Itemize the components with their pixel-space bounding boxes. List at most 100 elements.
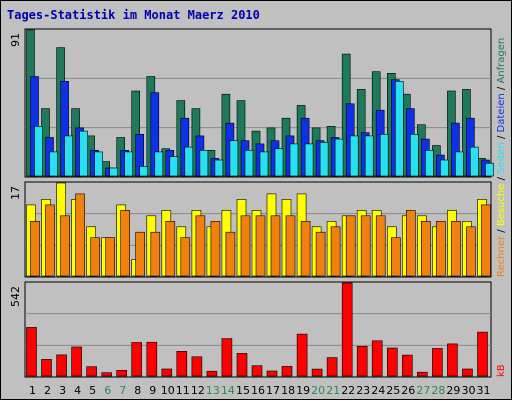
x-tick-label-30: 30 bbox=[462, 384, 476, 397]
x-tick-label-23: 23 bbox=[356, 384, 370, 397]
bar-requests-seiten-1 bbox=[34, 126, 43, 177]
bar-visits-rechner-28 bbox=[436, 221, 446, 277]
bar-requests-seiten-13 bbox=[214, 159, 224, 177]
ymax-label-visits: 17 bbox=[9, 186, 22, 200]
bar-requests-seiten-4 bbox=[79, 130, 88, 177]
bar-kbytes-kb-3 bbox=[56, 354, 67, 377]
bar-visits-rechner-29 bbox=[451, 221, 461, 277]
ymax-label-kbytes: 542 bbox=[9, 286, 22, 307]
x-tick-label-6: 6 bbox=[104, 384, 111, 397]
bar-visits-rechner-27 bbox=[420, 221, 431, 277]
bar-requests-seiten-2 bbox=[49, 151, 58, 177]
bar-kbytes-kb-18 bbox=[281, 366, 293, 377]
panel-kbytes bbox=[24, 281, 492, 378]
x-tick-label-17: 17 bbox=[266, 384, 280, 397]
bar-kbytes-kb-28 bbox=[432, 348, 443, 377]
bar-requests-seiten-15 bbox=[244, 150, 254, 177]
bar-requests-seiten-25 bbox=[394, 81, 404, 177]
bar-requests-seiten-19 bbox=[304, 143, 314, 177]
bar-visits-rechner-31 bbox=[481, 204, 491, 277]
bar-kbytes-kb-2 bbox=[41, 359, 52, 377]
bar-kbytes-kb-19 bbox=[296, 333, 308, 377]
bar-requests-seiten-28 bbox=[440, 159, 449, 177]
bar-visits-rechner-18 bbox=[285, 215, 296, 277]
x-tick-label-21: 21 bbox=[326, 384, 340, 397]
x-tick-label-15: 15 bbox=[236, 384, 250, 397]
bar-visits-rechner-5 bbox=[90, 237, 100, 277]
bar-requests-seiten-17 bbox=[274, 148, 284, 177]
right-legend-requests-visits: Rechner / Besuche / Seiten / Dateien / A… bbox=[496, 38, 507, 277]
bar-visits-rechner-10 bbox=[165, 221, 176, 277]
bar-kbytes-kb-26 bbox=[401, 354, 413, 377]
x-tick-label-22: 22 bbox=[341, 384, 355, 397]
bar-kbytes-kb-1 bbox=[26, 327, 37, 377]
bar-requests-seiten-23 bbox=[364, 135, 374, 177]
bar-kbytes-kb-20 bbox=[311, 368, 323, 377]
x-tick-label-4: 4 bbox=[74, 384, 81, 397]
x-tick-label-8: 8 bbox=[134, 384, 141, 397]
bar-requests-seiten-24 bbox=[379, 134, 389, 177]
x-tick-label-26: 26 bbox=[401, 384, 415, 397]
right-legend-kb: kB bbox=[496, 364, 507, 377]
bar-kbytes-kb-17 bbox=[266, 370, 278, 377]
bar-requests-seiten-27 bbox=[424, 150, 434, 177]
bar-kbytes-kb-13 bbox=[206, 370, 218, 377]
bar-visits-rechner-2 bbox=[45, 204, 55, 277]
legend-part-Besuche-2: Besuche bbox=[496, 184, 507, 227]
bar-visits-rechner-30 bbox=[466, 226, 476, 277]
bar-requests-seiten-12 bbox=[199, 150, 209, 177]
x-tick-label-11: 11 bbox=[176, 384, 190, 397]
ymax-label-requests: 91 bbox=[9, 33, 22, 47]
legend-part-/-3: / bbox=[496, 174, 507, 184]
bar-kbytes-kb-31 bbox=[477, 331, 488, 377]
chart-title: Tages-Statistik im Monat Maerz 2010 bbox=[7, 8, 260, 22]
bar-requests-seiten-10 bbox=[169, 156, 179, 177]
bar-requests-seiten-9 bbox=[154, 151, 164, 177]
bar-visits-rechner-26 bbox=[405, 210, 416, 277]
bar-visits-rechner-14 bbox=[225, 231, 236, 277]
x-tick-label-24: 24 bbox=[371, 384, 385, 397]
bar-kbytes-kb-12 bbox=[191, 356, 203, 377]
legend-part-Seiten-4: Seiten bbox=[496, 142, 507, 174]
bar-visits-rechner-12 bbox=[195, 215, 206, 277]
bar-requests-seiten-22 bbox=[349, 135, 359, 177]
x-tick-label-2: 2 bbox=[44, 384, 51, 397]
bar-requests-seiten-3 bbox=[64, 135, 73, 177]
legend-part-Anfragen-8: Anfragen bbox=[496, 38, 507, 84]
bar-visits-rechner-20 bbox=[315, 231, 326, 277]
legend-part-Rechner-0: Rechner bbox=[496, 235, 507, 277]
x-tick-label-18: 18 bbox=[281, 384, 295, 397]
bar-requests-seiten-30 bbox=[470, 146, 479, 177]
bar-requests-seiten-21 bbox=[334, 138, 344, 177]
bar-kbytes-kb-14 bbox=[221, 338, 233, 377]
bar-kbytes-kb-30 bbox=[462, 368, 473, 377]
bar-kbytes-kb-8 bbox=[131, 342, 142, 377]
bar-kbytes-kb-4 bbox=[71, 346, 82, 377]
bar-visits-rechner-24 bbox=[375, 215, 386, 277]
bar-visits-rechner-21 bbox=[330, 226, 341, 277]
legend-part-/-5: / bbox=[496, 132, 507, 142]
bar-visits-rechner-7 bbox=[120, 210, 130, 277]
bar-kbytes-kb-15 bbox=[236, 353, 248, 377]
bar-kbytes-kb-5 bbox=[86, 366, 97, 377]
bar-visits-rechner-16 bbox=[255, 215, 266, 277]
bar-visits-rechner-19 bbox=[300, 221, 311, 277]
bar-visits-rechner-15 bbox=[240, 215, 251, 277]
bar-visits-rechner-1 bbox=[30, 221, 40, 277]
bar-kbytes-kb-7 bbox=[116, 369, 127, 377]
x-tick-label-19: 19 bbox=[296, 384, 310, 397]
bar-visits-rechner-17 bbox=[270, 215, 281, 277]
legend-part-/-7: / bbox=[496, 84, 507, 94]
bar-requests-seiten-11 bbox=[184, 146, 194, 177]
bar-kbytes-kb-16 bbox=[251, 365, 263, 377]
bar-kbytes-kb-21 bbox=[326, 357, 338, 377]
x-tick-label-20: 20 bbox=[311, 384, 325, 397]
bar-visits-rechner-11 bbox=[180, 237, 191, 277]
bar-kbytes-kb-22 bbox=[341, 282, 353, 377]
bar-kbytes-kb-6 bbox=[101, 372, 112, 377]
x-tick-label-29: 29 bbox=[446, 384, 460, 397]
bar-kbytes-kb-25 bbox=[386, 347, 398, 377]
bar-visits-rechner-6 bbox=[105, 237, 115, 277]
